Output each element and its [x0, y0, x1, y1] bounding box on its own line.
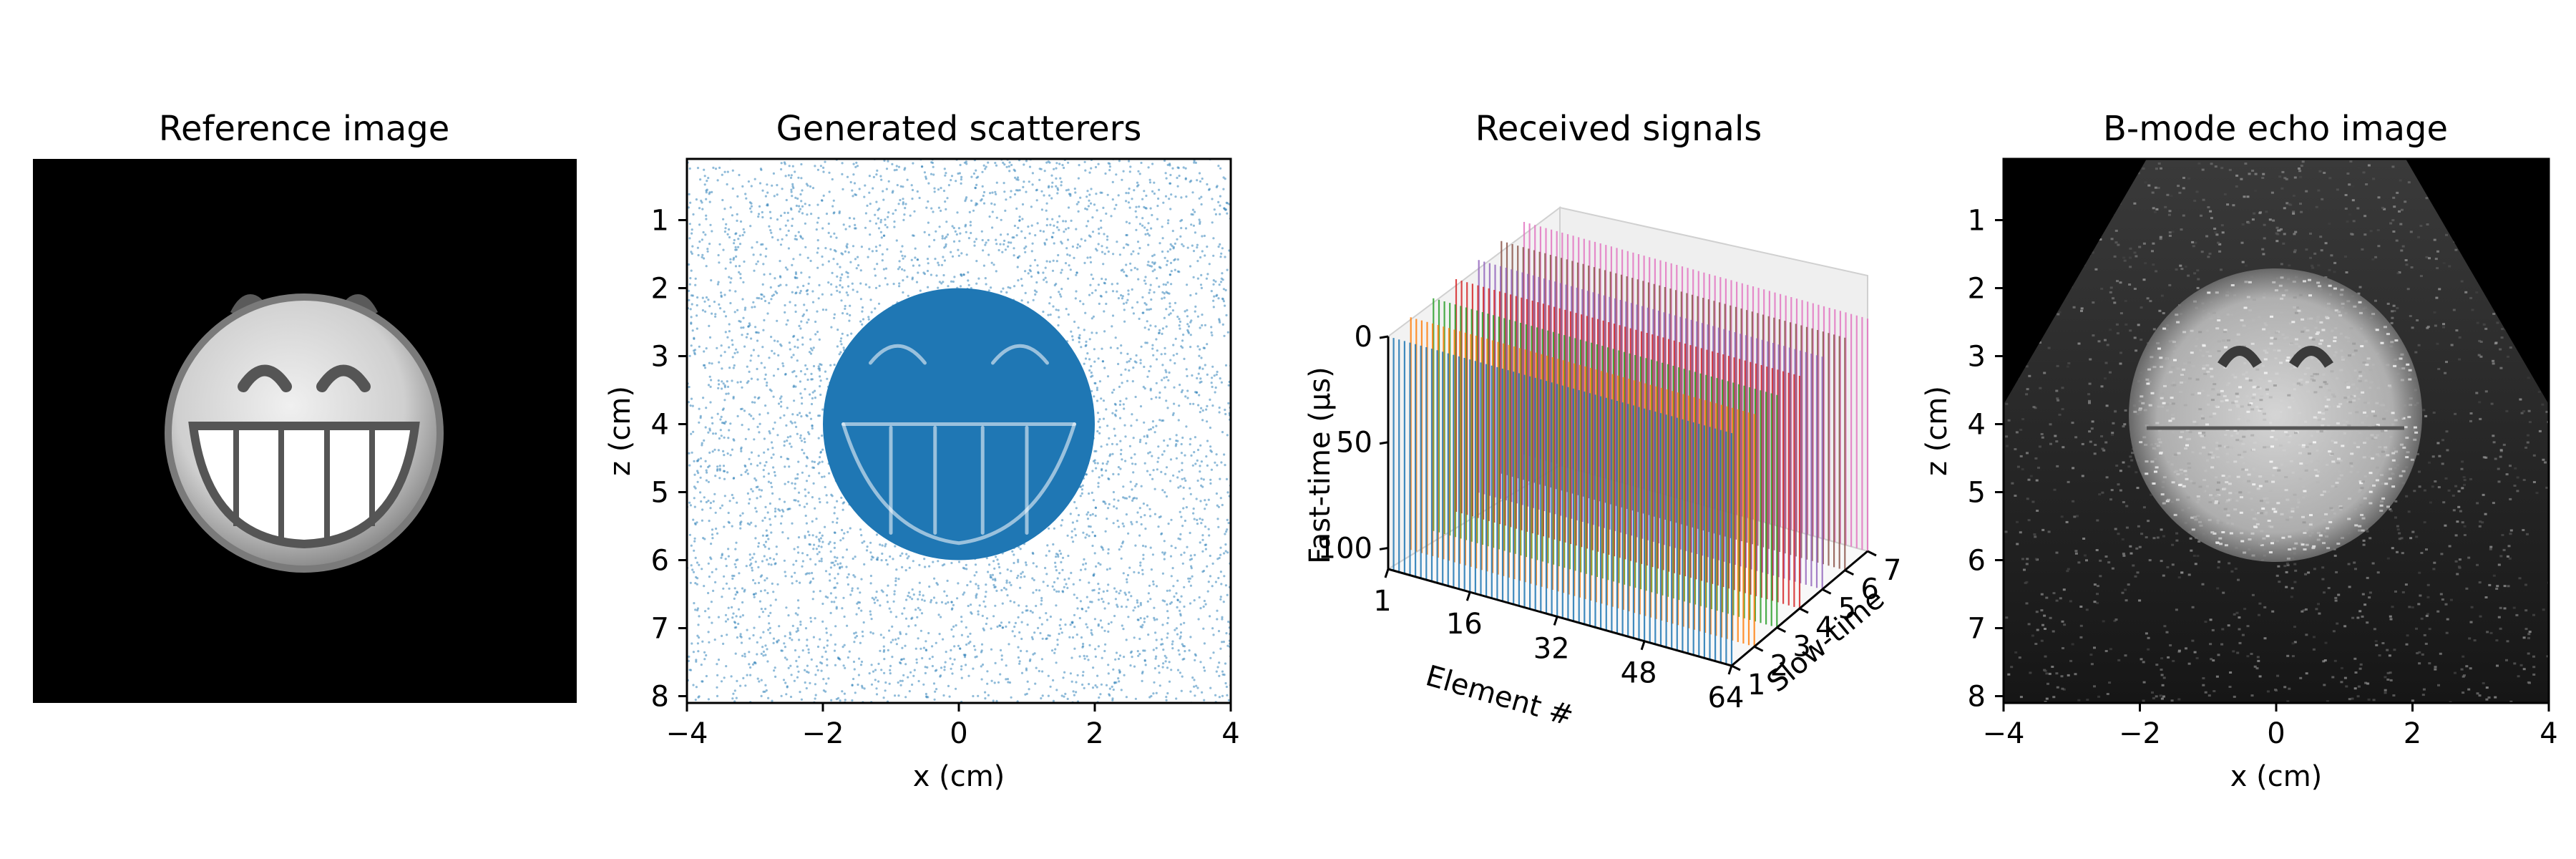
z-tick-label: 50	[1336, 427, 1372, 460]
panel1-title: Reference image	[159, 109, 449, 149]
y-tick-label: 3	[1792, 631, 1810, 664]
x-tick-label: 1	[1373, 585, 1391, 618]
y-tick-label: 1	[1747, 669, 1765, 702]
x-tick-label: 2	[2404, 717, 2421, 750]
x-tick-label: −4	[666, 717, 708, 750]
x-tick-label: 64	[1708, 681, 1745, 714]
panel2-title: Generated scatterers	[776, 109, 1142, 149]
scatter-x-axis-label: x (cm)	[913, 760, 1005, 793]
x-tick-label: −2	[2119, 717, 2161, 750]
y-tick-label: 7	[1968, 613, 1986, 646]
signal-series-slow-time-4	[1455, 279, 1801, 608]
x-tick-label: 16	[1446, 608, 1483, 641]
face-feature-gaps	[841, 344, 1076, 545]
panel-bmode-echo-image: B-mode echo image −4 −2 0 2 4 1 2 3 4 5 6 7 8 x (cm…	[1921, 109, 2558, 793]
y-tick-label: 4	[651, 409, 669, 442]
y-tick-label: 5	[1968, 477, 1986, 510]
x-tick-label: 32	[1533, 632, 1570, 665]
panel-generated-scatterers: Generated scatterers −4 −2 0 2 4 1 2 3 4 5 6 7 8 x …	[604, 109, 1240, 793]
panel4-title: B-mode echo image	[2103, 109, 2448, 149]
x-tick-label: 4	[2540, 717, 2557, 750]
y-tick-label: 6	[651, 545, 669, 578]
signal-series-slow-time-1	[1387, 336, 1733, 666]
scatter-y-ticks: 1 2 3 4 5 6 7 8	[651, 205, 687, 714]
bmode-x-axis-label: x (cm)	[2230, 760, 2323, 793]
y-tick-label: 7	[651, 613, 669, 646]
signals-x-axis-label: Element #	[1422, 659, 1576, 733]
scatter-x-ticks: −4 −2 0 2 4	[666, 703, 1240, 750]
x-tick-label: −4	[1983, 717, 2025, 750]
y-tick-label: 3	[1968, 341, 1986, 374]
bmode-y-ticks: 1 2 3 4 5 6 7 8	[1968, 205, 2004, 714]
y-tick-label: 2	[651, 273, 669, 306]
signal-traces	[1387, 222, 1869, 666]
x-tick-label: 0	[2267, 717, 2285, 750]
signal-series-slow-time-5	[1478, 260, 1823, 590]
x-tick-label: 48	[1621, 657, 1657, 690]
x-tick-label: 0	[950, 717, 967, 750]
background-scatterers	[687, 159, 1231, 703]
panel-reference-image: Reference image	[33, 109, 577, 703]
y-tick-label: 1	[651, 205, 669, 238]
signal-series-slow-time-6	[1501, 241, 1846, 571]
y-tick-label: 2	[1968, 273, 1986, 306]
y-tick-label: 6	[1860, 573, 1878, 606]
signal-series-slow-time-3	[1433, 298, 1778, 628]
y-tick-label: 1	[1968, 205, 1986, 238]
y-tick-label: 4	[1815, 611, 1833, 644]
signal-series-slow-time-2	[1410, 317, 1755, 647]
bmode-y-axis-label: z (cm)	[1921, 386, 1953, 476]
scatter-points	[687, 159, 1231, 703]
scatter-y-axis-label: z (cm)	[604, 386, 637, 476]
signals-z-axis-label: Fast-time (µs)	[1304, 367, 1337, 563]
x-tick-label: 4	[1221, 717, 1239, 750]
x-tick-label: −2	[802, 717, 844, 750]
y-tick-label: 8	[651, 681, 669, 714]
smiley-face-image	[165, 293, 444, 573]
x-tick-label: 2	[1085, 717, 1103, 750]
y-tick-label: 7	[1883, 554, 1901, 587]
y-tick-label: 2	[1770, 649, 1788, 682]
z-tick-label: 0	[1355, 321, 1372, 354]
panel3-title: Received signals	[1475, 109, 1762, 149]
y-tick-label: 3	[651, 341, 669, 374]
bmode-x-ticks: −4 −2 0 2 4	[1983, 703, 2558, 750]
y-tick-label: 5	[1838, 592, 1856, 625]
y-tick-label: 6	[1968, 545, 1986, 578]
y-tick-label: 5	[651, 477, 669, 510]
y-tick-label: 8	[1968, 681, 1986, 714]
z-tick-label: 100	[1318, 532, 1372, 565]
y-tick-label: 4	[1968, 409, 1986, 442]
